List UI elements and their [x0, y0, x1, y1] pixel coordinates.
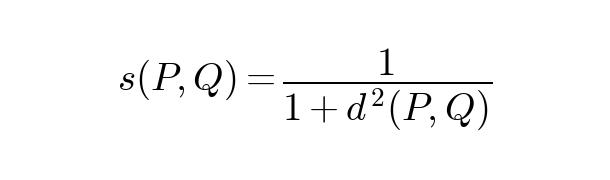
Text: $s(P,Q) = \dfrac{1}{1 + d^{2}(P,Q)}$: $s(P,Q) = \dfrac{1}{1 + d^{2}(P,Q)}$: [117, 47, 493, 133]
